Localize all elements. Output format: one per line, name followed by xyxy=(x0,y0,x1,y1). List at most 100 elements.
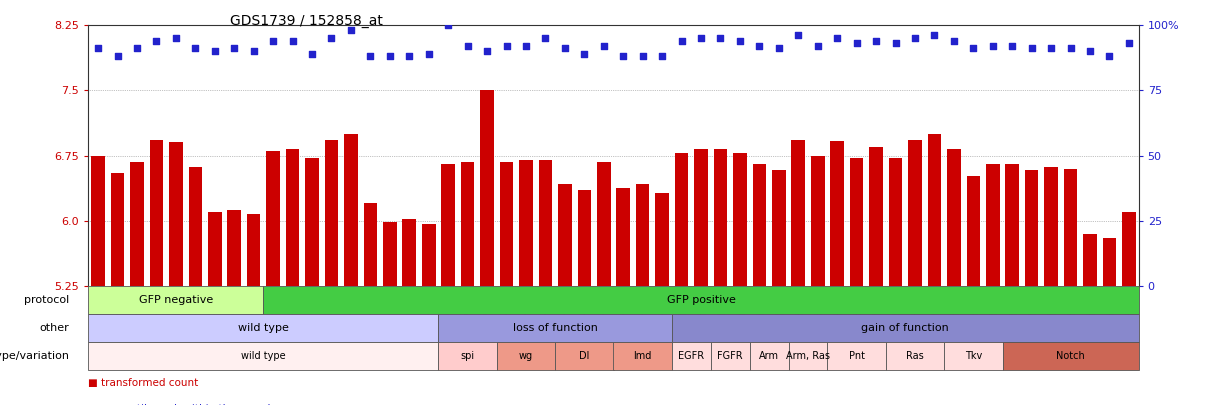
Text: Arm, Ras: Arm, Ras xyxy=(787,351,829,361)
Bar xyxy=(1123,212,1136,286)
Bar xyxy=(442,164,455,286)
Bar xyxy=(598,162,611,286)
Text: wild type: wild type xyxy=(238,323,288,333)
Bar xyxy=(325,140,339,286)
Point xyxy=(769,45,789,52)
Bar xyxy=(461,162,475,286)
Point xyxy=(691,35,710,41)
Bar xyxy=(772,170,785,286)
Point xyxy=(1099,53,1119,60)
Point xyxy=(555,45,574,52)
Bar xyxy=(88,314,438,342)
Text: GFP negative: GFP negative xyxy=(139,295,213,305)
Point xyxy=(302,51,321,57)
Point xyxy=(944,37,963,44)
Point xyxy=(400,53,420,60)
Bar xyxy=(519,160,533,286)
Text: Ras: Ras xyxy=(906,351,924,361)
Bar xyxy=(789,342,827,370)
Bar xyxy=(827,342,886,370)
Text: spi: spi xyxy=(460,351,475,361)
Bar xyxy=(672,314,1139,342)
Bar xyxy=(791,140,805,286)
Point xyxy=(517,43,536,49)
Bar xyxy=(710,342,750,370)
Bar xyxy=(499,162,513,286)
Text: Notch: Notch xyxy=(1056,351,1085,361)
Bar xyxy=(247,214,260,286)
Bar xyxy=(558,184,572,286)
Bar xyxy=(987,164,1000,286)
Point xyxy=(925,32,945,39)
Point xyxy=(1119,40,1139,47)
Bar xyxy=(539,160,552,286)
Point xyxy=(497,43,517,49)
Bar xyxy=(811,156,825,286)
Point xyxy=(128,45,147,52)
Point xyxy=(906,35,925,41)
Point xyxy=(282,37,302,44)
Point xyxy=(321,35,341,41)
Bar xyxy=(150,140,163,286)
Point xyxy=(827,35,847,41)
Bar xyxy=(672,342,710,370)
Bar xyxy=(752,164,766,286)
Bar xyxy=(869,147,883,286)
Bar xyxy=(655,193,669,286)
Text: genotype/variation: genotype/variation xyxy=(0,351,69,361)
Point xyxy=(886,40,906,47)
Point xyxy=(166,35,185,41)
Point xyxy=(633,53,653,60)
Bar xyxy=(616,188,629,286)
Point xyxy=(1022,45,1042,52)
Bar xyxy=(1002,342,1139,370)
Point xyxy=(671,37,691,44)
Point xyxy=(108,53,128,60)
Point xyxy=(789,32,809,39)
Point xyxy=(438,22,458,28)
Text: gain of function: gain of function xyxy=(861,323,950,333)
Text: other: other xyxy=(39,323,69,333)
Bar xyxy=(286,149,299,286)
Bar xyxy=(402,219,416,286)
Point xyxy=(1042,45,1061,52)
Text: EGFR: EGFR xyxy=(679,351,704,361)
Bar xyxy=(438,342,497,370)
Text: loss of function: loss of function xyxy=(513,323,598,333)
Bar xyxy=(1103,238,1117,286)
Point xyxy=(730,37,750,44)
Text: Tkv: Tkv xyxy=(964,351,982,361)
Bar xyxy=(422,224,436,286)
Bar xyxy=(383,222,396,286)
Bar xyxy=(886,342,944,370)
Bar xyxy=(480,90,494,286)
Point xyxy=(1061,45,1081,52)
Bar xyxy=(947,149,961,286)
Bar xyxy=(750,342,789,370)
Bar xyxy=(1005,164,1020,286)
Bar xyxy=(497,342,555,370)
Text: Dl: Dl xyxy=(579,351,589,361)
Point xyxy=(574,51,594,57)
Point xyxy=(536,35,556,41)
Point xyxy=(807,43,827,49)
Point xyxy=(614,53,633,60)
Bar xyxy=(91,156,104,286)
Point xyxy=(1080,48,1099,54)
Bar xyxy=(306,158,319,286)
Text: Pnt: Pnt xyxy=(849,351,865,361)
Bar xyxy=(944,342,1002,370)
Point xyxy=(458,43,477,49)
Point xyxy=(653,53,672,60)
Bar xyxy=(1083,234,1097,286)
Point xyxy=(341,27,361,34)
Text: protocol: protocol xyxy=(23,295,69,305)
Bar xyxy=(850,158,864,286)
Bar xyxy=(614,342,672,370)
Point xyxy=(866,37,886,44)
Text: FGFR: FGFR xyxy=(718,351,744,361)
Bar xyxy=(88,286,264,314)
Point xyxy=(963,45,983,52)
Bar xyxy=(1025,170,1038,286)
Bar xyxy=(227,210,240,286)
